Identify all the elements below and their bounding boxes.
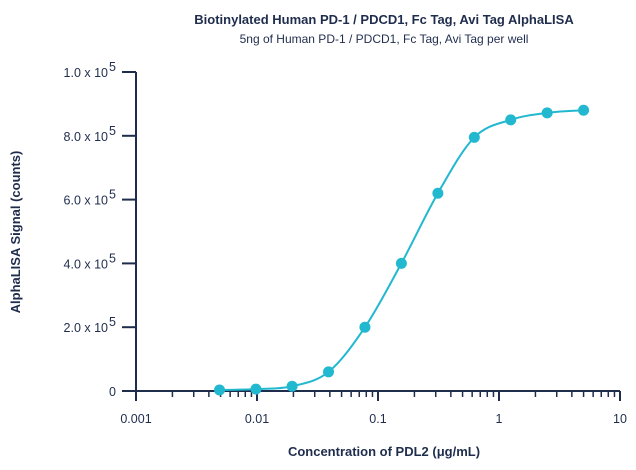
axes [122, 71, 621, 401]
y-tick-label: 4.0 x 10 [64, 257, 109, 271]
y-tick-exponent: 5 [109, 315, 116, 329]
tick-labels: 02.0 x 10 54.0 x 10 56.0 x 10 58.0 x 10 51.0… [64, 60, 627, 426]
y-tick-label: 6.0 x 10 [64, 194, 109, 208]
data-point [505, 114, 517, 126]
y-tick-label: 1.0 x 10 [64, 66, 109, 80]
y-tick-exponent: 5 [109, 124, 116, 138]
y-tick-label: 8.0 x 10 [64, 130, 109, 144]
x-tick-label: 0.1 [369, 412, 386, 426]
data-point [214, 384, 226, 396]
data-point [359, 321, 371, 333]
fit-curve [219, 109, 584, 392]
x-tick-label: 1 [496, 412, 503, 426]
x-axis-label: Concentration of PDL2 (μg/mL) [288, 444, 480, 459]
y-tick-label: 0 [109, 385, 116, 399]
chart-subtitle: 5ng of Human PD-1 / PDCD1, Fc Tag, Avi T… [240, 32, 529, 46]
y-tick-label: 2.0 x 10 [64, 321, 109, 335]
data-point [286, 380, 298, 392]
data-point [468, 131, 480, 143]
x-tick-label: 0.001 [120, 412, 151, 426]
data-point [250, 383, 262, 395]
data-point [578, 104, 590, 116]
y-tick-exponent: 5 [109, 251, 116, 265]
data-point [432, 187, 444, 199]
y-tick-exponent: 5 [109, 188, 116, 202]
y-tick-exponent: 5 [109, 60, 116, 74]
y-axis-label: AlphaLISA Signal (counts) [8, 151, 23, 314]
data-point [323, 366, 335, 378]
data-points [214, 104, 590, 396]
chart-title: Biotinylated Human PD-1 / PDCD1, Fc Tag,… [194, 12, 574, 27]
x-tick-label: 10 [613, 412, 627, 426]
data-point [541, 107, 553, 119]
data-point [395, 257, 407, 269]
x-tick-label: 0.01 [245, 412, 269, 426]
